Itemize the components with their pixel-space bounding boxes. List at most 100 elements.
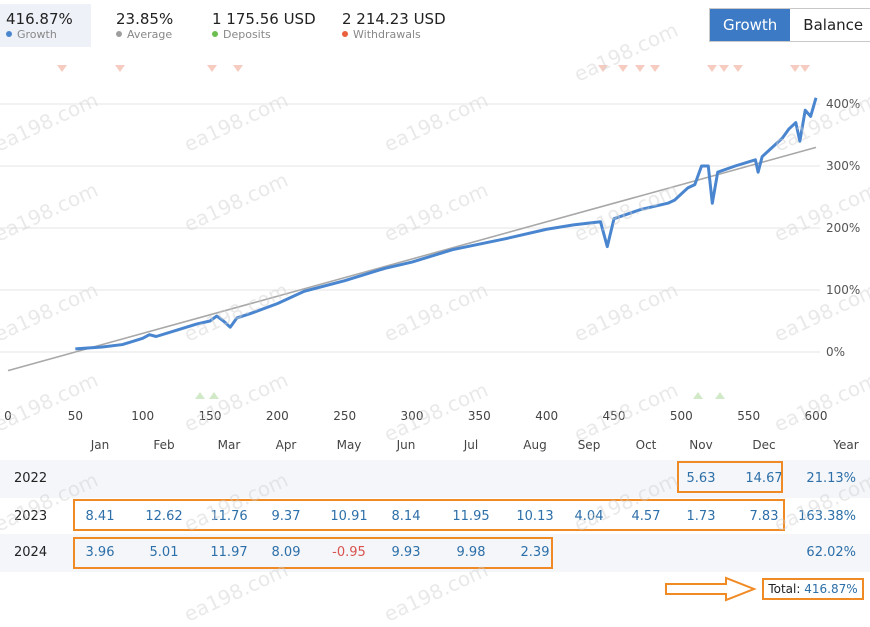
x-tick-label: 100 — [131, 409, 154, 423]
y-tick-label: 100% — [826, 283, 860, 297]
average-stat: 23.85% Average — [116, 10, 173, 41]
withdrawal-marker — [57, 65, 67, 72]
x-tick-label: 350 — [468, 409, 491, 423]
withdrawals-stat: 2 214.23 USD Withdrawals — [342, 10, 446, 41]
year-total: 163.38% — [798, 509, 856, 524]
tab-growth[interactable]: Growth — [710, 9, 791, 41]
average-value: 23.85% — [116, 10, 174, 28]
deposits-stat: 1 175.56 USD Deposits — [212, 10, 316, 41]
withdrawal-marker — [115, 65, 125, 72]
arrow-icon — [665, 576, 757, 602]
table-cell: 9.37 — [271, 509, 301, 524]
table-row-bg — [0, 534, 870, 572]
y-tick-label: 0% — [826, 345, 845, 359]
deposit-marker — [693, 392, 703, 399]
x-tick-label: 50 — [68, 409, 83, 423]
deposits-value: 1 175.56 USD — [212, 10, 316, 28]
withdrawal-marker — [207, 65, 217, 72]
table-cell: 1.73 — [686, 509, 716, 524]
total-box: Total: 416.87% — [762, 578, 864, 600]
table-cell: 12.62 — [145, 509, 183, 524]
x-tick-label: 0 — [4, 409, 12, 423]
month-header: May — [336, 438, 362, 452]
year-total: 21.13% — [806, 471, 856, 486]
x-tick-label: 550 — [737, 409, 760, 423]
x-axis-ticks: 0 50 100 150 200 250 300 350 400 450 500 550 600 — [4, 409, 827, 423]
highlight-box-2022 — [677, 461, 783, 493]
month-header: Mar — [217, 438, 241, 452]
y-tick-label: 300% — [826, 159, 860, 173]
chart-mode-tabs: Growth Balance — [709, 8, 870, 42]
chart-grid — [0, 103, 820, 353]
table-cell: 2.39 — [520, 545, 550, 560]
growth-value: 416.87% — [6, 10, 73, 28]
x-tick-label: 600 — [805, 409, 828, 423]
withdrawals-value: 2 214.23 USD — [342, 10, 446, 28]
growth-line — [75, 97, 818, 351]
deposit-marker — [209, 392, 219, 399]
table-cell: 5.01 — [149, 545, 179, 560]
withdrawal-marker — [719, 65, 729, 72]
total-value: 416.87% — [804, 582, 858, 596]
table-cell: 9.93 — [391, 545, 421, 560]
table-cell: 8.41 — [85, 509, 115, 524]
withdrawal-marker — [790, 65, 800, 72]
table-cell: 14.67 — [745, 471, 783, 486]
table-cell: 8.14 — [391, 509, 421, 524]
withdrawal-marker — [233, 65, 243, 72]
y-axis-ticks: 0% 100% 200% 300% 400% — [826, 97, 860, 359]
year-label: 2023 — [14, 509, 48, 524]
tab-balance[interactable]: Balance — [790, 9, 870, 41]
month-header: Dec — [752, 438, 776, 452]
table-cell: 4.04 — [574, 509, 604, 524]
table-cell: 10.91 — [330, 509, 368, 524]
month-header: Apr — [275, 438, 297, 452]
month-header: Aug — [523, 438, 547, 452]
x-tick-label: 400 — [535, 409, 558, 423]
table-cell: 11.95 — [452, 509, 490, 524]
average-trend-line — [7, 146, 817, 372]
x-tick-label: 500 — [670, 409, 693, 423]
year-total: 62.02% — [806, 545, 856, 560]
table-cell: -0.95 — [332, 545, 366, 560]
table-cell: 11.97 — [210, 545, 248, 560]
highlight-box-2024 — [73, 537, 553, 569]
table-cell: 10.13 — [516, 509, 554, 524]
x-tick-label: 450 — [603, 409, 626, 423]
table-cell: 11.76 — [210, 509, 248, 524]
withdrawal-marker — [800, 65, 810, 72]
deposit-withdrawal-markers — [57, 65, 810, 399]
month-header: Jul — [463, 438, 479, 452]
table-cell: 3.96 — [85, 545, 115, 560]
month-header: Jan — [90, 438, 110, 452]
withdrawal-marker — [598, 65, 608, 72]
year-label: 2024 — [14, 545, 48, 560]
table-cell: 9.98 — [456, 545, 486, 560]
month-header: Nov — [689, 438, 713, 452]
month-header: Sep — [577, 438, 601, 452]
highlight-box-2023 — [73, 499, 785, 531]
withdrawals-legend-dot — [342, 31, 348, 37]
growth-chart: 0% 100% 200% 300% 400% 0 50 100 150 200 250 300 350… — [0, 65, 860, 423]
year-label: 2022 — [14, 471, 48, 486]
average-label: Average — [127, 28, 173, 41]
deposits-legend-dot — [212, 31, 218, 37]
x-tick-label: 250 — [333, 409, 356, 423]
table-cell: 4.57 — [631, 509, 661, 524]
deposit-marker — [195, 392, 205, 399]
growth-stat[interactable]: 416.87% Growth — [0, 4, 91, 47]
x-tick-label: 150 — [199, 409, 222, 423]
y-tick-label: 200% — [826, 221, 860, 235]
table-cell: 8.09 — [271, 545, 301, 560]
withdrawal-marker — [707, 65, 717, 72]
month-header: Jun — [396, 438, 416, 452]
withdrawals-label: Withdrawals — [353, 28, 421, 41]
month-header: Feb — [153, 438, 175, 452]
year-header: Year — [833, 438, 859, 452]
total-label: Total: — [768, 582, 801, 596]
growth-legend-dot — [6, 31, 12, 37]
chart-series — [7, 97, 818, 372]
month-header: Oct — [635, 438, 657, 452]
growth-label: Growth — [17, 28, 57, 41]
table-cell: 7.83 — [749, 509, 779, 524]
